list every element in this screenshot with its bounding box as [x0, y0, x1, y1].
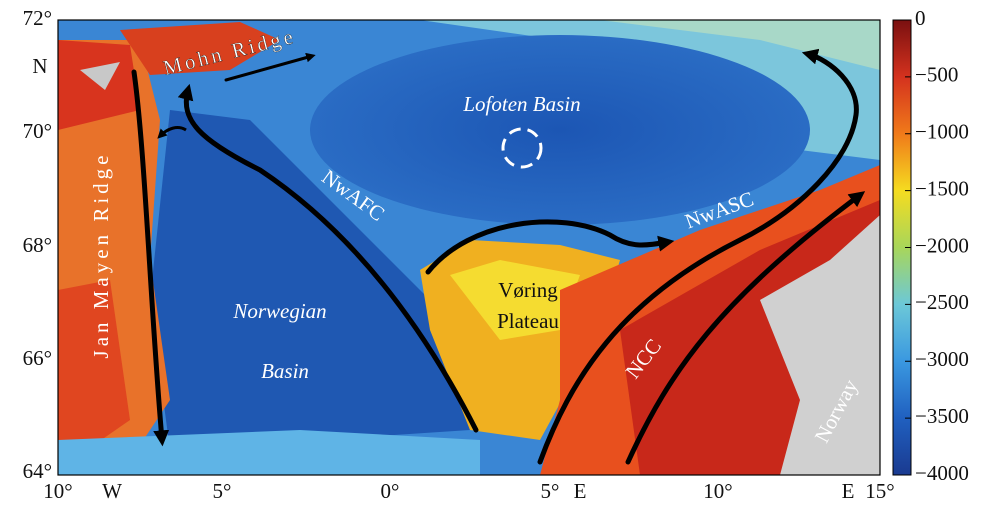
lon-east: E: [574, 479, 587, 503]
feature-label: Vøring: [498, 278, 558, 302]
colorbar-tick-label: 0: [915, 6, 926, 30]
feature-label: Basin: [261, 359, 309, 383]
colorbar-tick-label: −4000: [915, 461, 969, 485]
lon-label: 0°: [381, 479, 400, 503]
lon-label: 10°: [43, 479, 72, 503]
feature-label: Lofoten Basin: [462, 92, 580, 116]
lon-label: 5°: [213, 479, 232, 503]
lon-west: W: [102, 479, 122, 503]
lat-label: 70°: [23, 119, 52, 143]
lat-label: 68°: [23, 233, 52, 257]
colorbar-tick-label: −500: [915, 63, 958, 87]
colorbar-tick-label: −3500: [915, 404, 969, 428]
colorbar-tick-label: −1500: [915, 176, 969, 200]
bathymetry: [58, 20, 880, 475]
colorbar-tick-label: −2000: [915, 233, 969, 257]
lon-label: 5°: [541, 479, 560, 503]
lon-east: E: [842, 479, 855, 503]
feature-label: Norwegian: [232, 299, 326, 323]
colorbar-tick-label: −1000: [915, 120, 969, 144]
colorbar-tick-label: −2500: [915, 290, 969, 314]
lat-hemisphere: N: [32, 54, 47, 78]
lon-label: 15°: [865, 479, 894, 503]
feature-label: Plateau: [497, 309, 559, 333]
feature-label: Jan Mayen Ridge: [89, 152, 113, 359]
lat-label: 66°: [23, 346, 52, 370]
lon-label: 10°: [703, 479, 732, 503]
map-figure: Mohn Ridge Lofoten Basin NwAFC NwASC Vør…: [0, 0, 983, 507]
colorbar-tick-label: −3000: [915, 347, 969, 371]
lat-label: 72°: [23, 6, 52, 30]
